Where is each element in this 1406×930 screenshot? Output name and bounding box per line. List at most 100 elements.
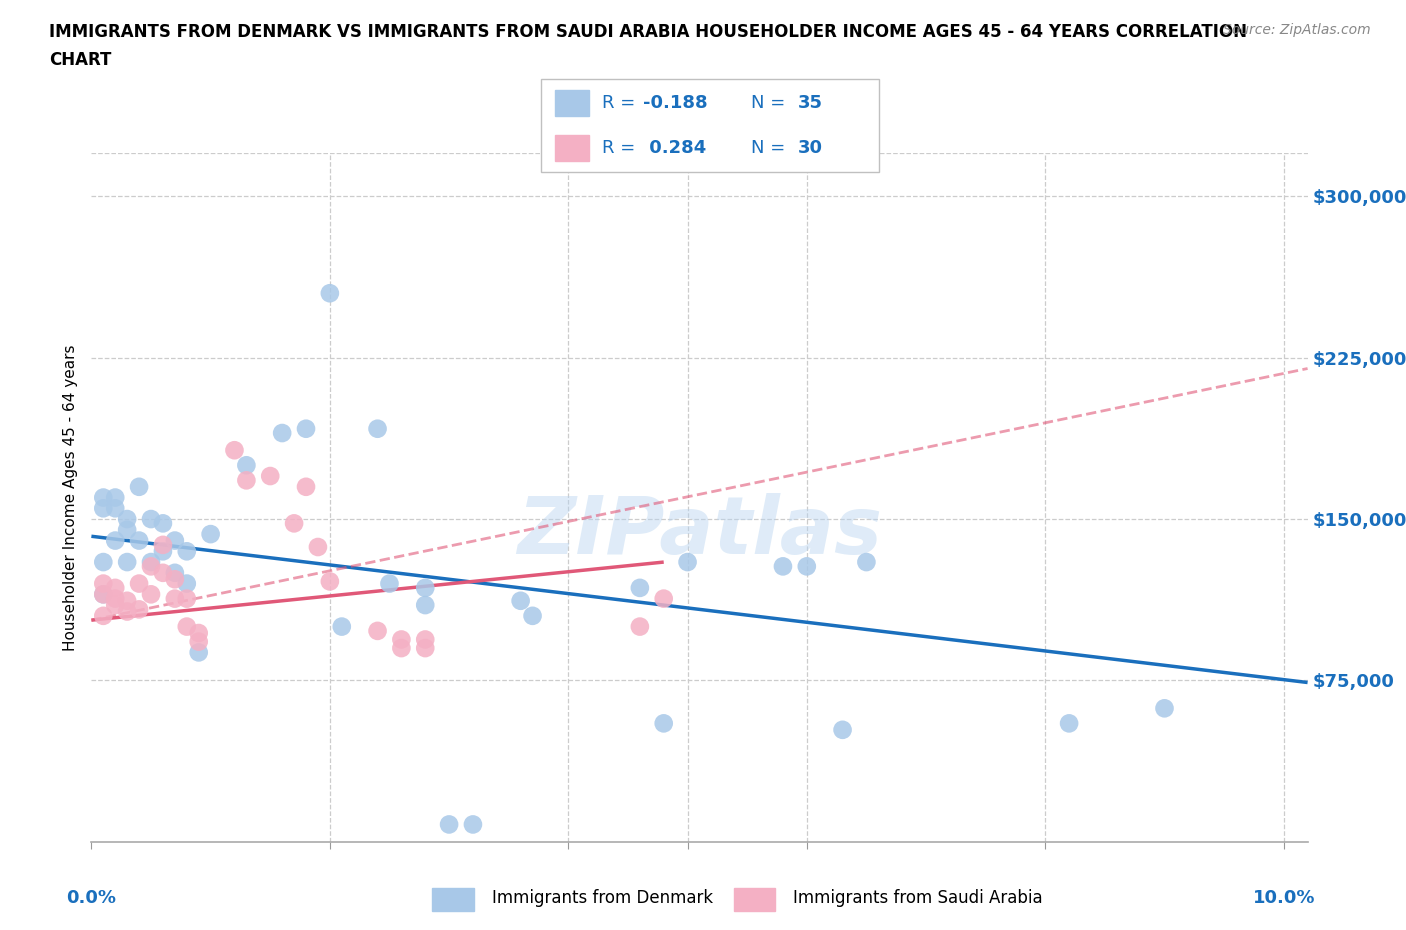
Text: R =: R = (602, 139, 641, 157)
Point (319, 286, 342, 300)
Point (367, 623, 389, 638)
Point (796, 559, 818, 574)
Point (413, 632, 436, 647)
Text: ZIPatlas: ZIPatlas (517, 493, 882, 571)
Point (91, 576, 114, 591)
Text: 10.0%: 10.0% (1253, 889, 1315, 907)
Point (139, 559, 162, 574)
FancyBboxPatch shape (541, 79, 879, 172)
Point (128, 602, 150, 617)
Point (115, 604, 138, 619)
Point (176, 619, 198, 634)
Point (271, 426, 294, 441)
Text: CHART: CHART (49, 51, 111, 69)
Point (91, 554, 114, 569)
Point (152, 516, 174, 531)
Point (104, 591, 127, 606)
Point (91, 608, 114, 623)
Point (307, 539, 329, 554)
Text: -0.188: -0.188 (643, 94, 707, 113)
Point (115, 554, 138, 569)
Point (176, 576, 198, 591)
Point (235, 473, 257, 488)
Point (259, 469, 281, 484)
Point (163, 572, 186, 587)
Point (461, 817, 484, 832)
Point (128, 576, 150, 591)
Point (139, 587, 162, 602)
Point (628, 580, 651, 595)
Point (115, 523, 138, 538)
Point (413, 598, 436, 613)
Point (295, 421, 318, 436)
Text: 0.284: 0.284 (643, 139, 706, 157)
Point (91, 587, 114, 602)
Point (676, 554, 699, 569)
Text: IMMIGRANTS FROM DENMARK VS IMMIGRANTS FROM SAUDI ARABIA HOUSEHOLDER INCOME AGES : IMMIGRANTS FROM DENMARK VS IMMIGRANTS FR… (49, 23, 1247, 41)
FancyBboxPatch shape (555, 90, 589, 116)
Point (652, 716, 675, 731)
Point (176, 591, 198, 606)
Point (104, 490, 127, 505)
Point (831, 723, 853, 737)
Point (1153, 701, 1175, 716)
Point (224, 443, 246, 458)
Point (104, 501, 127, 516)
Text: 35: 35 (797, 94, 823, 113)
Point (128, 533, 150, 548)
Point (104, 580, 127, 595)
Point (115, 512, 138, 526)
FancyBboxPatch shape (734, 888, 775, 910)
Point (115, 593, 138, 608)
Text: 30: 30 (797, 139, 823, 157)
Point (319, 574, 342, 589)
Point (330, 619, 353, 634)
Text: Source: ZipAtlas.com: Source: ZipAtlas.com (1223, 23, 1371, 37)
Point (235, 458, 257, 472)
Point (652, 591, 675, 606)
Point (509, 593, 531, 608)
Point (152, 565, 174, 580)
Point (104, 533, 127, 548)
Point (187, 626, 209, 641)
Text: Immigrants from Denmark: Immigrants from Denmark (492, 889, 713, 908)
Point (378, 576, 401, 591)
Point (163, 533, 186, 548)
Point (104, 598, 127, 613)
Point (163, 591, 186, 606)
Text: 0.0%: 0.0% (66, 889, 117, 907)
Point (139, 512, 162, 526)
FancyBboxPatch shape (433, 888, 474, 910)
Point (152, 544, 174, 559)
Point (187, 634, 209, 649)
FancyBboxPatch shape (555, 135, 589, 161)
Point (772, 559, 794, 574)
Point (176, 544, 198, 559)
Point (628, 619, 651, 634)
Point (283, 516, 305, 531)
Point (522, 608, 544, 623)
Point (367, 421, 389, 436)
Point (413, 580, 436, 595)
Point (855, 554, 877, 569)
Point (152, 538, 174, 552)
Point (1057, 716, 1080, 731)
Point (413, 641, 436, 656)
Point (389, 641, 412, 656)
Point (187, 645, 209, 660)
Point (128, 479, 150, 494)
Point (91, 587, 114, 602)
Point (200, 526, 222, 541)
Text: N =: N = (751, 94, 790, 113)
Point (91, 501, 114, 516)
Text: N =: N = (751, 139, 790, 157)
Point (389, 632, 412, 647)
Point (295, 479, 318, 494)
Point (91, 490, 114, 505)
Point (139, 554, 162, 569)
Text: Immigrants from Saudi Arabia: Immigrants from Saudi Arabia (793, 889, 1042, 908)
Text: R =: R = (602, 94, 641, 113)
Point (437, 817, 460, 832)
Y-axis label: Householder Income Ages 45 - 64 years: Householder Income Ages 45 - 64 years (62, 344, 77, 651)
Point (163, 565, 186, 580)
